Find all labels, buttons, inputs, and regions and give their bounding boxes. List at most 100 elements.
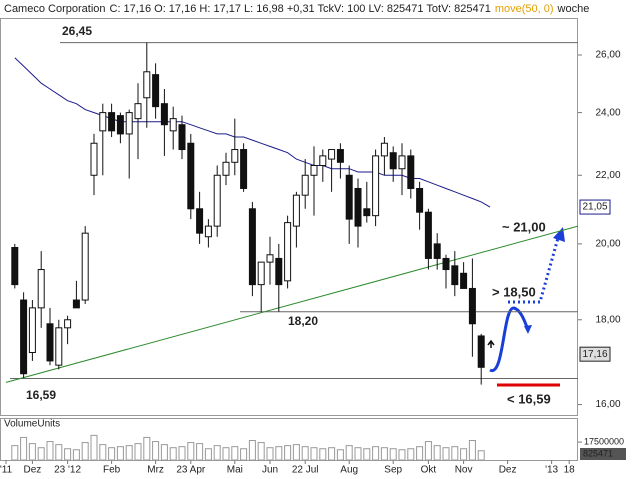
volume-bar: [292, 444, 300, 461]
candle-body: [134, 103, 142, 120]
volume-bar: [433, 445, 441, 461]
volume-bar: [284, 445, 292, 461]
y-tick-label: 24,00: [595, 107, 620, 118]
volume-bar: [468, 440, 476, 461]
volume-bar: [416, 446, 424, 461]
candle-body: [222, 161, 230, 176]
candle-body: [169, 118, 177, 132]
volume-bar: [143, 436, 151, 461]
candle-body: [204, 225, 212, 238]
candle-body: [468, 287, 476, 325]
candle-body: [301, 174, 309, 196]
volume-title: VolumeUnits: [4, 419, 60, 430]
interval: woche: [557, 3, 590, 15]
candle-body: [310, 165, 318, 176]
volume-bar: [72, 449, 80, 461]
candle-body: [231, 149, 239, 163]
volume-bar: [248, 440, 256, 461]
volume-bar: [266, 447, 274, 461]
candle-body: [284, 222, 292, 282]
level-label: 18,20: [288, 314, 318, 328]
candle-body: [64, 319, 72, 329]
volume-bar: [407, 448, 415, 461]
price-tag-label: 21,05: [582, 202, 607, 213]
candle-body: [187, 142, 195, 210]
candle-body: [363, 208, 371, 217]
y-tick-label: 22,00: [595, 170, 620, 181]
annotation: < 16,59: [507, 391, 551, 406]
candle-body: [196, 208, 204, 234]
candle-body: [319, 155, 327, 167]
candle-body: [266, 254, 274, 263]
candle-body: [28, 307, 36, 353]
candle-body: [213, 174, 221, 227]
volume-tag-label: 825471: [583, 448, 613, 458]
volume-bar: [90, 434, 98, 461]
volume-bar: [46, 441, 54, 461]
volume-bar: [442, 447, 450, 461]
volume-bar: [398, 449, 406, 461]
volume-bar: [275, 446, 283, 461]
volume-bar: [477, 450, 485, 461]
x-tick-label: Aug: [340, 465, 358, 476]
x-tick-label: Nov: [455, 465, 473, 476]
x-tick-label: Dez: [24, 465, 42, 476]
indicator: move(50, 0): [495, 3, 554, 15]
trend-line: [5, 225, 579, 383]
volume-bar: [99, 444, 107, 461]
volume-bar: [196, 443, 204, 461]
x-tick-label: Okt: [421, 465, 437, 476]
volume-bar: [328, 447, 336, 461]
candle-body: [389, 152, 397, 170]
price-tag-label: 17,16: [582, 349, 607, 360]
candle-body: [345, 174, 353, 220]
candle-body: [460, 272, 468, 289]
volume-bar: [460, 448, 468, 461]
forecast-curve: [489, 306, 530, 372]
annotation: > 18,50: [492, 284, 536, 299]
x-tick-label: '11: [0, 465, 13, 476]
volume-bar: [213, 445, 221, 461]
candle-body: [477, 335, 485, 368]
volume-bar: [187, 442, 195, 461]
volume-bar: [134, 443, 142, 461]
volume-bar: [116, 446, 124, 461]
volume-bar: [222, 447, 230, 461]
volume-bar: [169, 447, 177, 461]
candle-body: [55, 327, 63, 366]
candle-body: [424, 211, 432, 259]
price-tag: [579, 346, 611, 362]
candle-body: [90, 142, 98, 176]
small-arrow: [487, 339, 495, 348]
volume-bar: [389, 448, 397, 461]
x-tick-label: Feb: [103, 465, 121, 476]
x-tick-label: Jun: [262, 465, 278, 476]
volume-bar: [301, 446, 309, 461]
level-label: 16,59: [26, 388, 56, 402]
volume-bar: [451, 446, 459, 461]
volume-tick-label: 17500000: [584, 436, 624, 446]
candle-body: [275, 257, 283, 286]
volume-bar: [20, 436, 28, 461]
stats: C: 17,16 O: 17,16 H: 17,17 L: 16,98 +0,3…: [110, 3, 491, 15]
candle-body: [108, 112, 116, 132]
candle-body: [160, 103, 168, 126]
volume-bar: [257, 442, 265, 461]
y-tick-label: 26,00: [595, 50, 620, 61]
volume-bar: [28, 443, 36, 461]
candle-body: [11, 247, 19, 286]
volume-bar: [81, 442, 89, 461]
volume-bar: [363, 448, 371, 461]
x-tick-label: '13: [545, 465, 558, 476]
forecast-dotted: [508, 237, 560, 304]
candle-body: [72, 299, 80, 309]
volume-bar: [319, 448, 327, 461]
annotation: ~ 21,00: [502, 219, 546, 234]
candle-body: [380, 142, 388, 157]
volume-bar: [64, 448, 72, 461]
volume-bar: [204, 448, 212, 461]
volume-bar: [240, 448, 248, 461]
candle-body: [336, 149, 344, 163]
candle-body: [354, 187, 362, 227]
